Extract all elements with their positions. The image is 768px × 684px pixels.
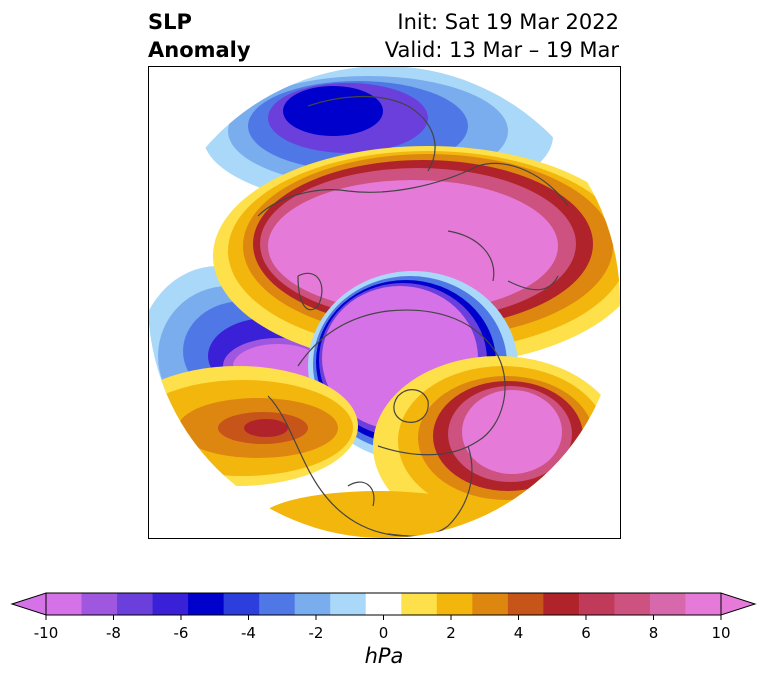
slp-anomaly-map [148,66,621,539]
colorbar-tick-label: 4 [514,624,524,642]
colorbar-swatch [46,593,83,615]
colorbar-extend-max [720,592,757,616]
colorbar-swatch [259,593,296,615]
colorbar-tick-label: 8 [649,624,659,642]
colorbar-tick-label: 0 [379,624,389,642]
colorbar-extend-min [10,592,47,616]
colorbar-tick-label: 6 [581,624,591,642]
colorbar-tick-label: 10 [711,624,730,642]
colorbar-swatch [330,593,367,615]
positive-region-siberia [213,146,620,366]
colorbar-swatch [578,593,615,615]
init-date: Init: Sat 19 Mar 2022 [397,10,619,34]
colorbar-swatch [543,593,580,615]
colorbar-swatch [223,593,260,615]
colorbar-swatch [152,593,189,615]
colorbar-swatch [472,593,509,615]
colorbar-tick-label: 2 [446,624,456,642]
colorbar-tick-label: -6 [174,624,189,642]
colorbar-swatch [117,593,154,615]
colorbar-unit-label: hPa [364,644,404,668]
colorbar-swatch [81,593,118,615]
colorbar-tick-label: -4 [241,624,256,642]
colorbar-swatch [188,593,225,615]
colorbar-swatch [365,593,402,615]
colorbar-swatch [649,593,686,615]
colorbar-swatch [436,593,473,615]
date-info: Init: Sat 19 Mar 2022 Valid: 13 Mar – 19… [385,8,619,64]
valid-range: Valid: 13 Mar – 19 Mar [384,38,619,62]
map-title: SLP Anomaly [148,10,251,62]
colorbar-swatch [685,593,722,615]
colorbar: -10 -8 -6 -4 -2 0 2 4 6 8 10 [10,592,757,642]
colorbar-tick-label: -8 [106,624,121,642]
colorbar-tick-label: -2 [309,624,324,642]
coastlines [257,95,569,538]
colorbar-swatch [294,593,331,615]
positive-region-ne-pacific [148,366,358,486]
colorbar-swatch [507,593,544,615]
colorbar-swatch [614,593,651,615]
colorbar-swatch [401,593,438,615]
colorbar-tick-label: -10 [34,624,59,642]
